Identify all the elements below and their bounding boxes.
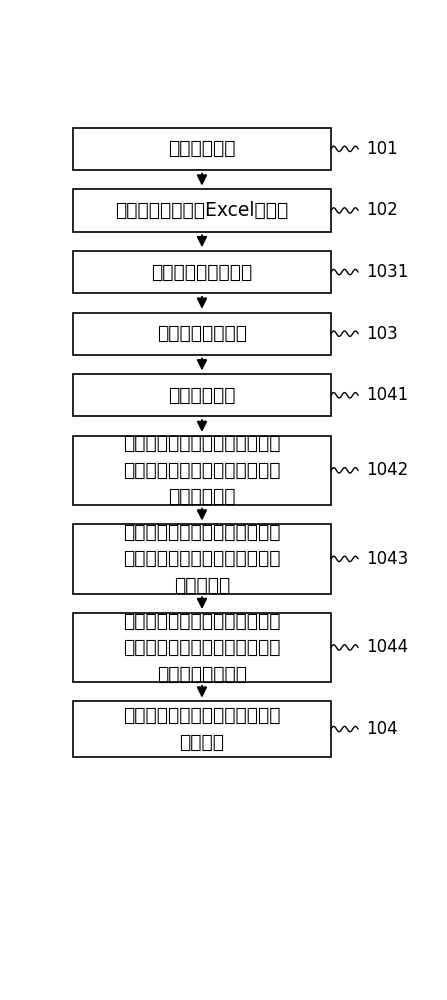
Text: 根据创建指令创建Excel工作表: 根据创建指令创建Excel工作表 <box>115 201 289 220</box>
FancyBboxPatch shape <box>73 251 331 293</box>
FancyBboxPatch shape <box>73 374 331 416</box>
FancyBboxPatch shape <box>73 312 331 355</box>
Text: 获取测试点深度数据: 获取测试点深度数据 <box>152 263 253 282</box>
Text: 1041: 1041 <box>366 386 408 404</box>
FancyBboxPatch shape <box>73 128 331 170</box>
Text: 102: 102 <box>366 201 398 219</box>
Text: 根据地温测试数据绘制测试点地
温曲线图: 根据地温测试数据绘制测试点地 温曲线图 <box>123 706 281 752</box>
Text: 103: 103 <box>366 325 398 343</box>
FancyBboxPatch shape <box>73 524 331 594</box>
Text: 1043: 1043 <box>366 550 408 568</box>
Text: 接收划分指令: 接收划分指令 <box>168 386 236 405</box>
Text: 根据划分指令以及测试点深度数
据将测试点划分成多个土层并合
并相同的土层: 根据划分指令以及测试点深度数 据将测试点划分成多个土层并合 并相同的土层 <box>123 434 281 506</box>
Text: 101: 101 <box>366 140 398 158</box>
Text: 1044: 1044 <box>366 638 408 656</box>
FancyBboxPatch shape <box>73 701 331 757</box>
Text: 根据地温最大值、地温最小值以
及地温平均值获取测试点地温曲
线图的坐标轴信息: 根据地温最大值、地温最小值以 及地温平均值获取测试点地温曲 线图的坐标轴信息 <box>123 611 281 683</box>
Text: 1042: 1042 <box>366 461 408 479</box>
FancyBboxPatch shape <box>73 436 331 505</box>
FancyBboxPatch shape <box>73 613 331 682</box>
Text: 根据地温测试数据获取每个土层
的地温最大值、地温最小值以及
地温平均值: 根据地温测试数据获取每个土层 的地温最大值、地温最小值以及 地温平均值 <box>123 523 281 595</box>
Text: 1031: 1031 <box>366 263 408 281</box>
Text: 接收创建指令: 接收创建指令 <box>168 139 236 158</box>
Text: 104: 104 <box>366 720 397 738</box>
Text: 获取地温测试数据: 获取地温测试数据 <box>157 324 247 343</box>
FancyBboxPatch shape <box>73 189 331 232</box>
